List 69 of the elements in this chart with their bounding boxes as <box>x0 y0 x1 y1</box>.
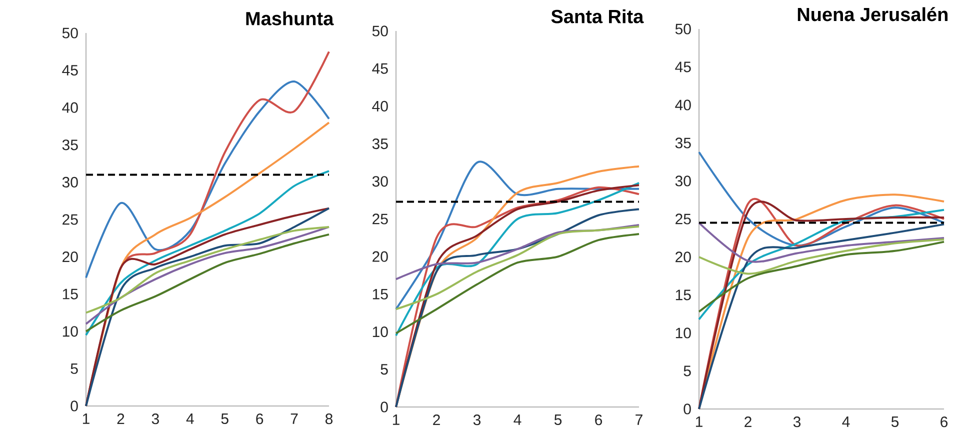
y-tick-label: 30 <box>62 176 78 188</box>
y-tick-label: 25 <box>676 214 691 224</box>
y-tick-label: 5 <box>684 366 691 376</box>
x-tick-label: 1 <box>392 414 400 425</box>
line-series <box>395 182 640 337</box>
x-tick-label: 6 <box>940 416 948 428</box>
line-series <box>395 233 640 334</box>
y-tick-label: 45 <box>62 65 78 76</box>
y-tick-label: 15 <box>676 290 691 300</box>
y-tick-label: 40 <box>62 102 78 113</box>
y-tick-label: 25 <box>62 214 78 225</box>
y-tick-label: 50 <box>62 28 78 38</box>
x-tick-label: 8 <box>325 414 333 424</box>
x-tick-label: 5 <box>554 414 562 425</box>
line-series <box>698 222 946 263</box>
line-series <box>395 226 640 310</box>
line-series <box>85 80 330 279</box>
y-tick-label: 50 <box>372 26 388 36</box>
x-tick-label: 4 <box>186 414 194 424</box>
y-tick-label: 20 <box>676 252 691 262</box>
line-series <box>698 238 946 275</box>
line-series <box>698 151 946 247</box>
x-tick-label: 7 <box>290 414 298 424</box>
y-tick-label: 20 <box>372 251 388 262</box>
x-tick-label: 5 <box>891 416 899 427</box>
y-tick-label: 50 <box>675 24 691 34</box>
chart-title: Nuena Jerusalén <box>798 7 948 22</box>
y-tick-label: 5 <box>70 363 78 374</box>
y-tick-label: 15 <box>62 288 78 300</box>
line-series <box>395 224 640 280</box>
y-tick-label: 20 <box>62 251 78 262</box>
x-tick-label: 3 <box>152 414 159 424</box>
y-tick-label: 0 <box>70 400 78 412</box>
line-series <box>85 170 330 336</box>
y-tick-label: 30 <box>372 176 388 187</box>
y-tick-label: 10 <box>62 326 78 337</box>
y-tick-label: 35 <box>675 138 691 148</box>
y-tick-label: 15 <box>372 288 388 300</box>
x-tick-label: 2 <box>744 416 752 428</box>
y-tick-label: 45 <box>675 62 691 72</box>
line-series <box>698 208 946 320</box>
y-tick-label: 0 <box>684 404 691 414</box>
y-tick-label: 10 <box>676 328 691 338</box>
y-tick-label: 35 <box>372 138 388 150</box>
y-tick-label: 35 <box>62 140 78 150</box>
line-series <box>395 160 640 310</box>
x-tick-label: 4 <box>842 416 850 427</box>
x-tick-label: 1 <box>82 414 90 424</box>
x-tick-label: 2 <box>433 414 440 426</box>
x-tick-label: 2 <box>117 414 124 424</box>
x-tick-label: 1 <box>696 416 702 427</box>
x-tick-label: 5 <box>221 414 228 424</box>
line-series <box>698 240 946 313</box>
x-tick-label: 6 <box>256 414 264 424</box>
y-tick-label: 40 <box>372 100 388 112</box>
y-tick-label: 10 <box>372 326 388 338</box>
y-tick-label: 0 <box>380 402 388 412</box>
y-tick-label: 25 <box>372 214 388 224</box>
y-tick-label: 40 <box>675 100 691 110</box>
x-tick-label: 7 <box>636 414 642 425</box>
x-tick-label: 4 <box>514 414 522 425</box>
y-tick-label: 30 <box>675 176 691 186</box>
chart-title: Mashunta <box>246 11 334 26</box>
x-tick-label: 3 <box>473 414 481 426</box>
y-tick-label: 45 <box>372 63 388 74</box>
x-tick-label: 6 <box>595 414 602 426</box>
x-tick-label: 3 <box>793 416 801 428</box>
y-tick-label: 5 <box>380 364 388 375</box>
chart-title: Santa Rita <box>551 9 644 24</box>
